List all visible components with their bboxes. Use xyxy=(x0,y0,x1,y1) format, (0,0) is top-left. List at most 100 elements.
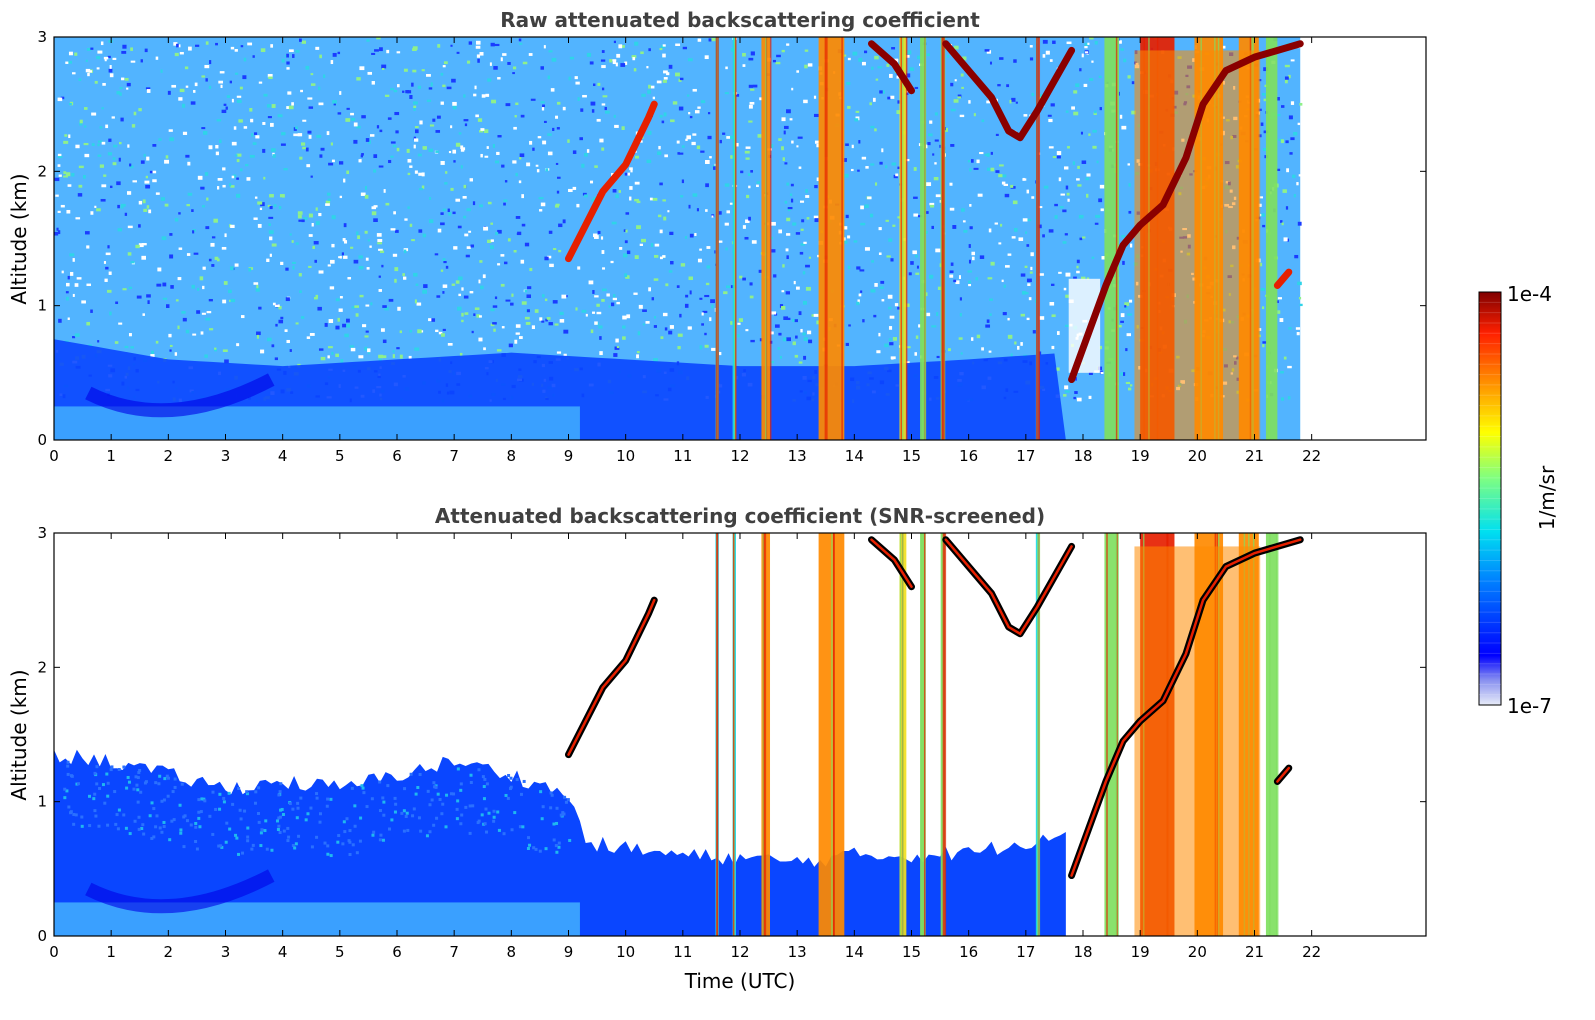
screened-tuft xyxy=(241,851,245,855)
raw-speckle xyxy=(613,114,616,118)
raw-speckle xyxy=(438,331,443,335)
x-tick-label: 13 xyxy=(788,943,807,961)
raw-speckle xyxy=(856,301,860,306)
raw-speckle xyxy=(318,212,322,217)
raw-speckle xyxy=(813,113,819,118)
raw-speckle xyxy=(201,205,206,208)
raw-speckle xyxy=(778,229,783,234)
raw-speckle xyxy=(269,236,273,241)
screened-tuft xyxy=(372,830,376,834)
raw-speckle xyxy=(1129,243,1133,248)
raw-speckle xyxy=(485,93,490,97)
raw-speckle xyxy=(706,246,711,249)
screened-tuft xyxy=(137,827,141,831)
raw-speckle xyxy=(448,211,452,216)
raw-speckle xyxy=(442,65,446,68)
raw-speckle xyxy=(471,330,474,334)
raw-speckle xyxy=(236,343,240,347)
raw-speckle xyxy=(1091,256,1095,259)
raw-speckle xyxy=(1122,260,1125,265)
raw-speckle xyxy=(599,138,604,143)
raw-speckle xyxy=(678,106,684,111)
raw-speckle xyxy=(861,156,867,160)
raw-speckle xyxy=(378,165,384,168)
raw-speckle xyxy=(313,241,319,245)
raw-speckle xyxy=(148,209,152,214)
raw-speckle xyxy=(1058,271,1062,274)
raw-speckle xyxy=(852,51,858,56)
raw-speckle xyxy=(968,259,972,264)
screened-tuft xyxy=(541,805,545,809)
raw-speckle xyxy=(935,194,941,198)
heavy-precip-region xyxy=(1134,546,1261,936)
screened-tuft xyxy=(434,784,438,788)
raw-speckle xyxy=(253,217,258,220)
raw-speckle xyxy=(657,151,662,155)
raw-speckle xyxy=(382,67,385,71)
raw-speckle xyxy=(785,317,791,321)
raw-speckle xyxy=(337,51,341,55)
raw-speckle xyxy=(146,205,150,209)
raw-speckle xyxy=(327,192,331,196)
raw-speckle xyxy=(545,168,549,172)
raw-speckle xyxy=(1077,165,1080,169)
raw-speckle xyxy=(558,249,562,253)
raw-speckle xyxy=(544,256,549,261)
raw-speckle xyxy=(808,256,812,259)
x-tick-label: 4 xyxy=(278,943,288,961)
screened-tuft xyxy=(202,797,206,801)
raw-speckle xyxy=(728,135,734,140)
raw-speckle xyxy=(126,87,129,90)
raw-speckle xyxy=(701,323,704,326)
raw-speckle xyxy=(442,328,446,331)
raw-speckle xyxy=(271,148,276,152)
raw-speckle xyxy=(68,103,72,106)
raw-speckle xyxy=(882,90,885,94)
raw-speckle xyxy=(604,106,607,111)
raw-speckle xyxy=(390,228,396,231)
screened-tuft xyxy=(299,796,303,800)
raw-speckle xyxy=(295,322,299,325)
raw-speckle xyxy=(91,112,97,116)
screened-tuft xyxy=(113,790,117,794)
raw-speckle xyxy=(108,40,113,43)
screened-tuft xyxy=(133,819,137,823)
raw-speckle xyxy=(1023,114,1028,117)
y-tick-label: 0 xyxy=(37,927,47,945)
raw-speckle xyxy=(534,309,539,313)
raw-speckle xyxy=(54,231,59,236)
raw-speckle xyxy=(469,178,474,182)
raw-speckle xyxy=(184,66,189,70)
screened-tuft xyxy=(315,792,319,796)
screened-tuft xyxy=(94,814,98,818)
raw-speckle xyxy=(897,306,901,310)
raw-speckle xyxy=(750,88,755,91)
raw-speckle xyxy=(862,319,865,323)
screened-tuft xyxy=(341,842,345,846)
raw-speckle xyxy=(83,107,88,110)
precip-streak xyxy=(841,37,843,440)
raw-speckle xyxy=(1127,313,1133,316)
raw-speckle xyxy=(429,124,435,127)
panel-screened-plot-area xyxy=(54,533,1304,936)
raw-speckle xyxy=(610,302,615,307)
raw-speckle xyxy=(259,207,263,211)
raw-speckle xyxy=(267,204,271,208)
raw-speckle xyxy=(76,277,82,280)
raw-speckle xyxy=(548,230,553,234)
raw-speckle xyxy=(201,312,206,315)
raw-speckle xyxy=(723,291,728,295)
screened-tuft xyxy=(378,809,382,813)
raw-speckle xyxy=(83,142,89,146)
raw-speckle xyxy=(586,52,592,57)
raw-speckle xyxy=(1066,192,1070,196)
raw-speckle xyxy=(1276,168,1281,171)
raw-speckle xyxy=(1287,365,1292,369)
raw-speckle xyxy=(967,160,971,163)
raw-speckle xyxy=(1039,93,1043,97)
raw-speckle xyxy=(152,179,157,183)
x-tick-label: 13 xyxy=(788,447,807,465)
raw-speckle xyxy=(396,147,400,152)
raw-speckle xyxy=(790,198,794,203)
raw-speckle xyxy=(694,233,697,236)
